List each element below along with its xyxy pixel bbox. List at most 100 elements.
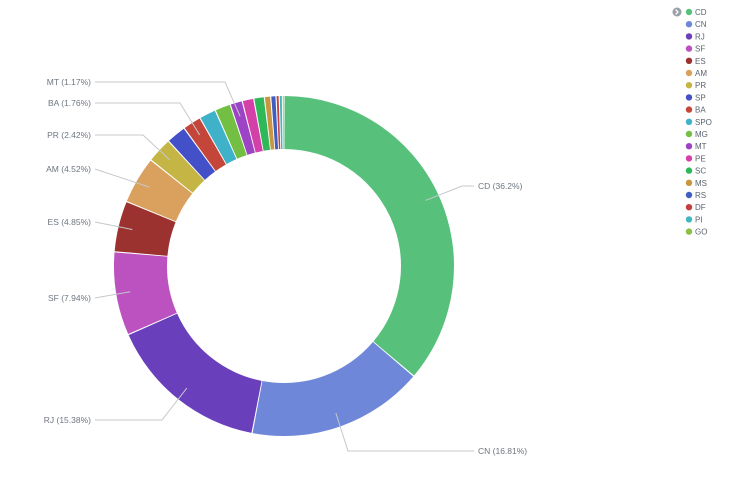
legend-swatch — [685, 21, 693, 28]
legend-item-sf[interactable]: SF — [685, 45, 706, 54]
legend-item-pr[interactable]: PR — [685, 81, 707, 90]
legend-label: AM — [695, 69, 707, 78]
legend-swatch — [685, 8, 693, 16]
legend-item-ms[interactable]: MS — [685, 179, 707, 188]
legend-swatch — [685, 191, 693, 199]
legend-item-rs[interactable]: RS — [685, 191, 706, 200]
legend-swatch — [685, 33, 693, 40]
legend-item-ba[interactable]: BA — [685, 106, 707, 115]
legend-swatch — [685, 167, 693, 174]
legend-label: PI — [695, 215, 703, 224]
slice-label-am: AM (4.52%) — [46, 164, 91, 174]
slice-pr[interactable] — [151, 141, 205, 193]
legend-swatch — [685, 179, 693, 186]
legend-label: MG — [695, 130, 708, 139]
legend-item-cd[interactable]: CD — [685, 8, 707, 17]
leader-line-mt — [95, 81, 241, 117]
leader-line-cn — [335, 412, 474, 452]
legend-swatch — [685, 94, 693, 101]
legend-label: SF — [695, 45, 705, 54]
donut-slices — [114, 96, 455, 436]
leader-line-rj — [95, 387, 188, 421]
slice-cd[interactable] — [284, 96, 455, 376]
legend-item-mt[interactable]: MT — [685, 142, 707, 151]
legend-item-rj[interactable]: RJ — [685, 32, 705, 41]
slice-label-cd: CD (36.2%) — [478, 181, 523, 191]
slice-es[interactable] — [114, 202, 176, 256]
legend-swatch — [685, 155, 693, 162]
legend-item-spo[interactable]: SPO — [685, 118, 712, 127]
leader-line-am — [94, 168, 150, 188]
legend-item-cn[interactable]: CN — [685, 20, 707, 29]
legend-item-am[interactable]: AM — [685, 69, 708, 78]
legend-label: MT — [695, 142, 707, 151]
legend-swatch — [685, 106, 693, 113]
slice-spo[interactable] — [200, 110, 237, 165]
legend-item-pi[interactable]: PI — [685, 215, 703, 224]
slice-label-ba: BA (1.76%) — [48, 98, 91, 108]
legend-item-pe[interactable]: PE — [685, 154, 706, 163]
slice-go[interactable] — [282, 96, 284, 150]
legend-label: GO — [695, 228, 707, 237]
slice-rj[interactable] — [128, 313, 262, 433]
leader-line-sf — [94, 291, 131, 299]
slice-mg[interactable] — [215, 104, 247, 159]
leader-line-es — [94, 221, 133, 231]
legend-label: RS — [695, 191, 706, 200]
legend-swatch — [685, 130, 693, 138]
leader-line-ba — [95, 102, 201, 136]
legend-item-sc[interactable]: SC — [685, 167, 707, 176]
slice-ms[interactable] — [264, 96, 275, 150]
legend-label: PE — [695, 154, 706, 163]
legend-label: CN — [695, 20, 707, 29]
legend-label: MS — [695, 179, 707, 188]
slice-ba[interactable] — [184, 118, 226, 172]
legend-swatch — [685, 57, 693, 64]
slice-sf[interactable] — [114, 252, 177, 335]
leader-line-pr — [95, 134, 171, 161]
legend-label: DF — [695, 203, 706, 212]
legend-label: CD — [695, 8, 707, 17]
leader-line-cd — [425, 185, 474, 201]
legend-item-go[interactable]: GO — [685, 228, 708, 237]
slice-label-es: ES (4.85%) — [48, 217, 92, 227]
slice-sp[interactable] — [169, 128, 216, 180]
legend-swatch — [685, 143, 693, 150]
legend-label: BA — [695, 106, 706, 115]
legend-item-sp[interactable]: SP — [685, 93, 706, 102]
slice-label-pr: PR (2.42%) — [47, 130, 91, 140]
legend-swatch — [685, 69, 693, 77]
slice-am[interactable] — [126, 160, 193, 222]
slice-pe[interactable] — [242, 98, 263, 153]
legend-item-es[interactable]: ES — [685, 57, 706, 66]
legend-label: ES — [695, 57, 706, 66]
legend-swatch — [685, 45, 693, 52]
leader-lines — [94, 81, 474, 452]
legend-swatch — [685, 118, 693, 126]
slice-mt[interactable] — [230, 101, 255, 155]
legend-swatch — [685, 204, 693, 211]
legend-label: PR — [695, 81, 706, 90]
slice-df[interactable] — [276, 96, 281, 150]
slice-cn[interactable] — [252, 342, 414, 436]
slice-sc[interactable] — [254, 97, 271, 151]
legend-swatch — [685, 228, 693, 235]
slice-label-rj: RJ (15.38%) — [44, 415, 91, 425]
legend: CD CN RJ SF ES AM PR SP BA SPO MG MT PE SC MS RS DF PI GO — [672, 7, 712, 237]
slice-label-sf: SF (7.94%) — [48, 293, 91, 303]
legend-label: SPO — [695, 118, 712, 127]
legend-toggle-icon[interactable] — [672, 7, 682, 17]
legend-item-df[interactable]: DF — [685, 203, 706, 212]
legend-label: SC — [695, 167, 706, 176]
legend-label: RJ — [695, 32, 705, 41]
slice-rs[interactable] — [271, 96, 279, 150]
slice-label-cn: CN (16.81%) — [478, 446, 527, 456]
slice-label-mt: MT (1.17%) — [47, 77, 91, 87]
legend-swatch — [685, 82, 693, 89]
legend-swatch — [685, 216, 693, 223]
legend-label: SP — [695, 93, 706, 102]
legend-item-mg[interactable]: MG — [685, 130, 708, 139]
slice-labels: CD (36.2%) CN (16.81%) RJ (15.38%) SF (7.94… — [44, 77, 528, 456]
slice-pi[interactable] — [279, 96, 283, 150]
